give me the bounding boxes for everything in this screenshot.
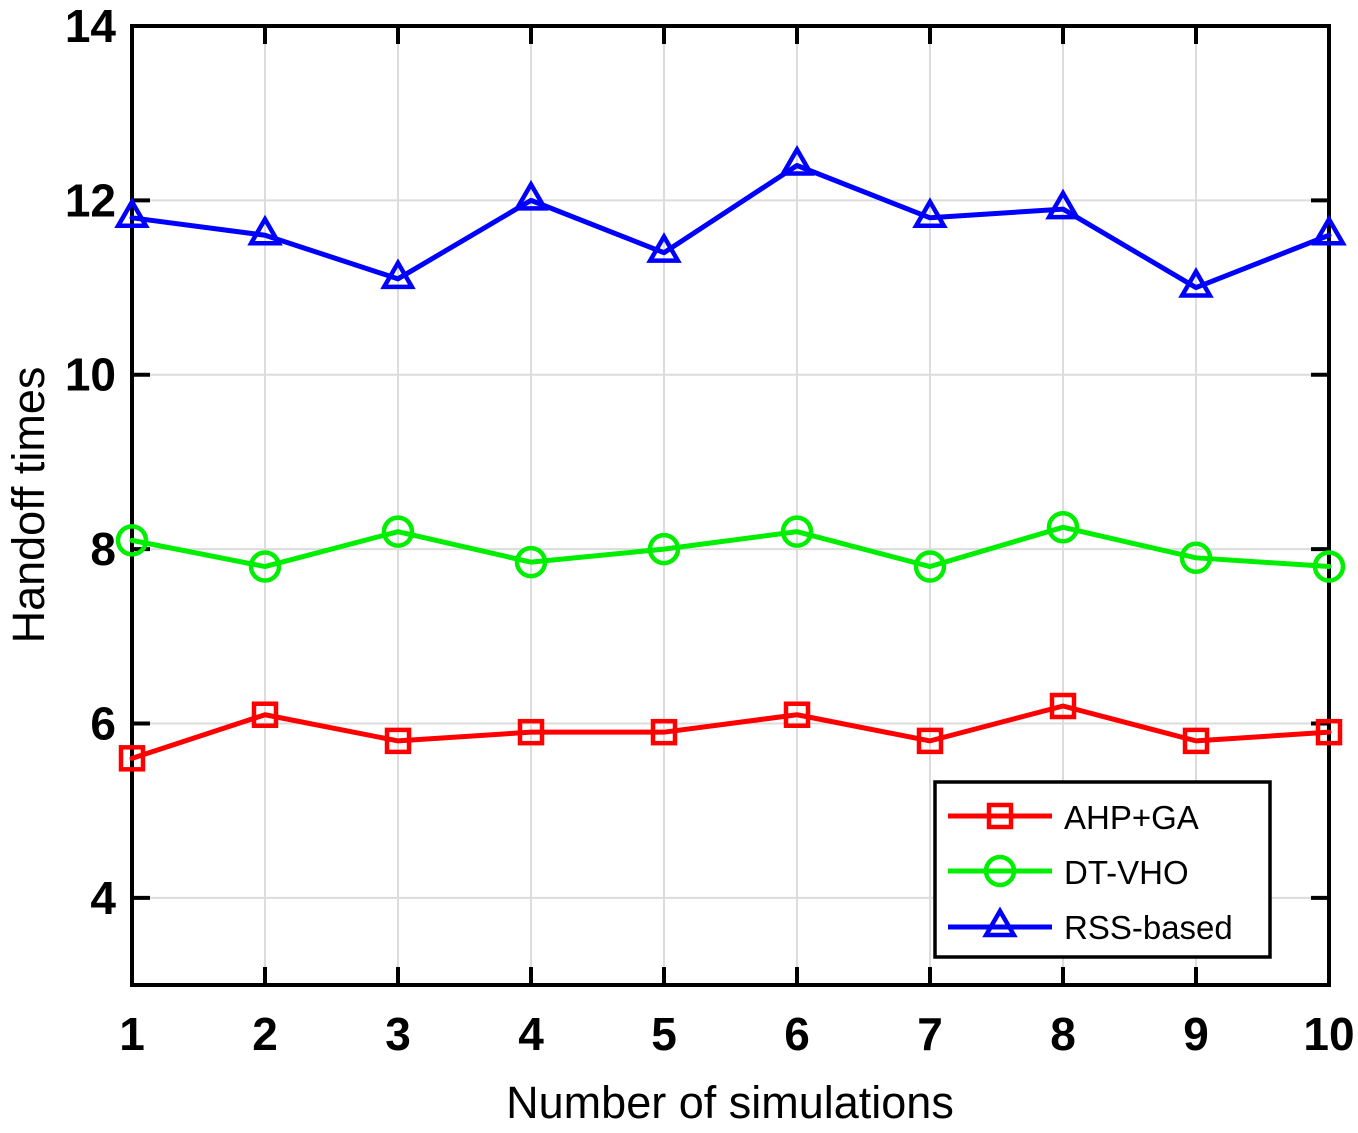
x-tick-label: 2 — [252, 1008, 278, 1060]
series-rss-based-marker — [912, 197, 948, 229]
series-rss-based-marker — [779, 144, 815, 176]
x-axis-label: Number of simulations — [506, 1077, 954, 1128]
y-tick-label: 8 — [90, 523, 116, 575]
x-tick-label: 6 — [784, 1008, 810, 1060]
series-dt-vho-marker — [514, 545, 548, 579]
series-ahp-ga-marker — [118, 745, 146, 772]
series-dt-vho-marker — [115, 524, 149, 557]
series-dt-vho — [115, 511, 1346, 583]
series-rss-based — [114, 144, 1347, 298]
plot-frame — [130, 24, 1331, 987]
x-tick-label: 9 — [1183, 1008, 1209, 1060]
grid-layer — [131, 25, 1330, 985]
legend-item-dt-vho: DT-VHO — [948, 854, 1189, 891]
legend-label-dt-vho: DT-VHO — [1064, 854, 1189, 891]
series-rss-based-marker — [513, 179, 549, 211]
series-rss-based-marker — [380, 258, 416, 290]
y-tick-label: 12 — [65, 174, 116, 226]
series-ahp-ga — [118, 692, 1343, 772]
series-rss-based-marker — [247, 214, 283, 246]
legend-item-ahp-ga: AHP+GA — [948, 799, 1199, 836]
legend-item-rss-based: RSS-based — [948, 906, 1233, 946]
legend-label-rss-based: RSS-based — [1064, 909, 1233, 946]
x-tick-label: 7 — [917, 1008, 943, 1060]
x-tick-label: 4 — [518, 1008, 544, 1060]
y-tick-label: 10 — [65, 349, 116, 401]
series-ahp-ga-marker — [1049, 692, 1077, 720]
y-tick-label: 6 — [90, 697, 116, 749]
series-rss-based-marker — [1178, 267, 1214, 298]
legend: AHP+GA DT-VHO RSS-based — [933, 780, 1272, 959]
series-dt-vho-marker — [780, 515, 814, 548]
series-rss-based-marker — [1311, 214, 1347, 246]
x-tick-label: 10 — [1303, 1008, 1354, 1060]
series-rss-based-marker — [1045, 188, 1081, 220]
series-rss-based-line — [129, 162, 1332, 291]
series-dt-vho-marker — [1312, 550, 1346, 583]
series-ahp-ga-marker — [783, 701, 811, 728]
series-ahp-ga-marker — [916, 727, 944, 755]
series-dt-vho-marker — [248, 550, 282, 583]
legend-marker-ahp-ga — [986, 802, 1014, 830]
y-tick-label: 4 — [90, 872, 116, 924]
series-dt-vho-marker — [647, 532, 681, 566]
series-dt-vho-marker — [1046, 511, 1080, 544]
y-axis-label: Handoff times — [3, 367, 54, 644]
legend-marker-dt-vho — [983, 854, 1017, 888]
series-layer — [114, 144, 1347, 772]
series-ahp-ga-marker — [251, 701, 279, 728]
series-ahp-ga-line — [129, 703, 1332, 761]
legend-marker-rss-based — [982, 906, 1018, 938]
series-ahp-ga-marker — [517, 718, 545, 746]
series-dt-vho-line — [129, 524, 1332, 570]
x-tick-label: 1 — [119, 1008, 145, 1060]
series-dt-vho-marker — [913, 550, 947, 583]
series-rss-based-marker — [114, 197, 150, 229]
series-ahp-ga-marker — [1182, 727, 1210, 755]
x-tick-label: 5 — [651, 1008, 677, 1060]
legend-label-ahp-ga: AHP+GA — [1064, 799, 1199, 836]
x-tick-label: 3 — [385, 1008, 411, 1060]
x-tick-label: 8 — [1050, 1008, 1076, 1060]
series-ahp-ga-marker — [1315, 718, 1343, 746]
series-ahp-ga-marker — [650, 718, 678, 746]
series-ahp-ga-marker — [384, 727, 412, 755]
series-rss-based-marker — [646, 232, 682, 263]
series-dt-vho-marker — [381, 515, 415, 548]
axes-layer — [130, 24, 1331, 987]
series-dt-vho-marker — [1179, 541, 1213, 575]
y-tick-label: 14 — [65, 0, 117, 52]
